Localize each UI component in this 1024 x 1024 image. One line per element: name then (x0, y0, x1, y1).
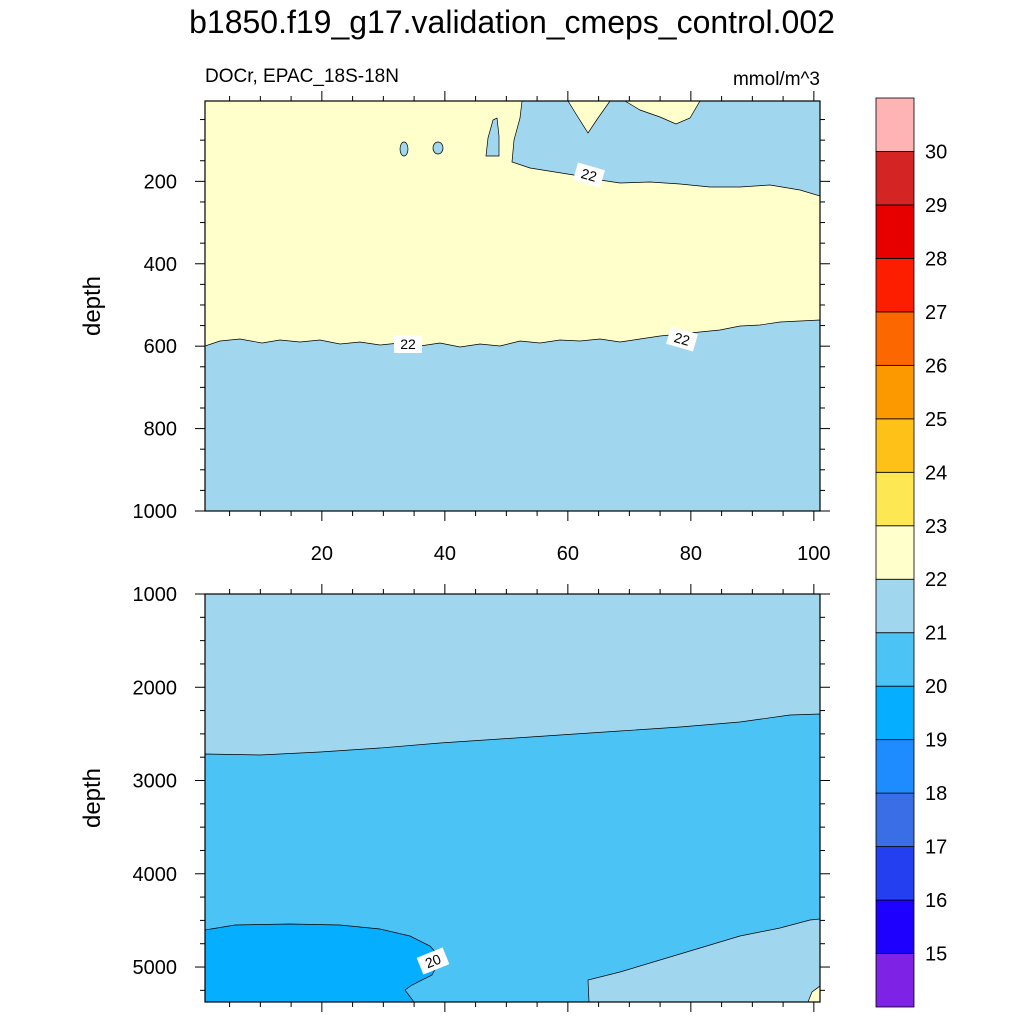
svg-text:22: 22 (579, 165, 599, 185)
lower-tick-marks (195, 584, 830, 1012)
upper-contour-label-3: 22 (666, 326, 698, 352)
colorbar-label: 25 (925, 409, 947, 431)
y-tick-label: 400 (144, 254, 177, 276)
svg-text:22: 22 (672, 329, 692, 349)
colorbar-swatch (875, 311, 915, 366)
colorbar-label: 16 (925, 890, 947, 912)
y-tick-label: 800 (144, 419, 177, 441)
y-tick-label: 200 (144, 171, 177, 193)
upper-contour-label-1: 22 (394, 335, 422, 353)
y-tick-label: 2000 (133, 677, 178, 699)
units-label: mmol/m^3 (733, 69, 820, 90)
colorbar-label: 20 (925, 676, 947, 698)
colorbar-swatch (875, 899, 915, 954)
colorbar-label: 27 (925, 302, 947, 324)
colorbar-label: 28 (925, 248, 947, 270)
colorbar-swatch (875, 739, 915, 794)
y-tick-label: 600 (144, 336, 177, 358)
variable-label: DOCr, EPAC_18S-18N (205, 66, 399, 87)
upper-patch-1 (485, 117, 500, 157)
colorbar-swatch (875, 632, 915, 687)
x-tick-label: 20 (311, 543, 333, 565)
lower-region-19-20 (205, 923, 442, 1002)
colorbar-swatch (875, 364, 915, 420)
upper-y-axis-label: depth (79, 276, 106, 336)
upper-patch-3 (432, 141, 444, 155)
y-tick-label: 4000 (133, 864, 178, 886)
y-tick-label: 1000 (133, 501, 178, 523)
colorbar-swatch (875, 204, 915, 259)
colorbar-swatch (875, 578, 915, 634)
colorbar-label: 23 (925, 516, 947, 538)
colorbar-label: 26 (925, 355, 947, 377)
lower-region-21-22-bottom (587, 918, 820, 1002)
y-tick-label: 5000 (133, 957, 178, 979)
x-tick-label: 40 (434, 543, 456, 565)
colorbar-label: 19 (925, 730, 947, 752)
colorbar-label: 17 (925, 837, 947, 859)
lower-y-axis-label: depth (79, 768, 106, 828)
colorbar-label: 15 (925, 944, 947, 966)
upper-panel: 22 22 22 200 400 600 800 1000 20 40 60 80 100 de… (79, 66, 831, 565)
y-tick-label: 1000 (133, 584, 178, 606)
colorbar-label: 21 (925, 623, 947, 645)
lower-panel: 20 1000 2000 3000 4000 5000 depth (79, 584, 830, 1012)
colorbar-label: 29 (925, 195, 947, 217)
colorbar-swatch (875, 97, 915, 152)
colorbar-swatch (875, 685, 915, 741)
lower-contour-label-1: 20 (416, 947, 450, 975)
lower-plot-frame (204, 593, 821, 1003)
colorbar: 15 16 17 18 19 20 21 22 23 24 25 26 27 28 29 30 (875, 97, 947, 1008)
upper-x-tick-labels: 20 40 60 80 100 (311, 543, 831, 565)
upper-y-tick-labels: 200 400 600 800 1000 (133, 171, 178, 523)
colorbar-label: 30 (925, 141, 947, 163)
svg-text:22: 22 (400, 336, 416, 352)
colorbar-swatch (875, 953, 915, 1008)
upper-tick-marks (195, 91, 830, 521)
colorbar-swatch (875, 792, 915, 847)
figure-title: b1850.f19_g17.validation_cmeps_control.0… (189, 4, 835, 40)
colorbar-swatch (875, 846, 915, 901)
x-tick-label: 80 (680, 543, 702, 565)
colorbar-label: 22 (925, 569, 947, 591)
x-tick-label: 100 (797, 543, 830, 565)
upper-plot-frame (204, 100, 821, 512)
colorbar-swatch (875, 525, 915, 580)
colorbar-swatch (875, 471, 915, 527)
colorbar-label: 18 (925, 783, 947, 805)
upper-region-21-22-deep (205, 319, 820, 511)
colorbar-swatch (875, 151, 915, 206)
y-tick-label: 3000 (133, 771, 178, 793)
upper-patch-2 (399, 141, 409, 157)
upper-contour-label-2: 22 (573, 162, 605, 188)
colorbar-swatch (875, 418, 915, 473)
colorbar-swatch (875, 258, 915, 313)
lower-y-tick-labels: 1000 2000 3000 4000 5000 (133, 584, 178, 979)
x-tick-label: 60 (557, 543, 579, 565)
svg-text:20: 20 (423, 951, 444, 972)
colorbar-label: 24 (925, 462, 947, 484)
lower-patch-corner (807, 985, 820, 1002)
